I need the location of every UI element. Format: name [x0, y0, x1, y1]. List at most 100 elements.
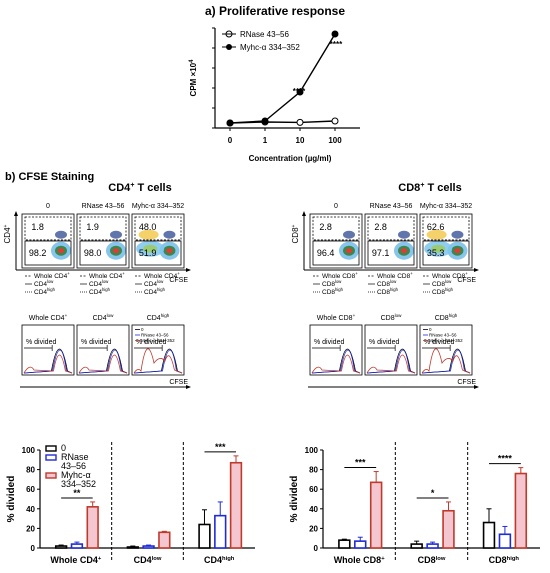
hist-curve-myhc	[366, 354, 416, 374]
gate-legend-label-main: Whole CD4	[144, 273, 178, 280]
hist-x-arrowhead	[474, 385, 479, 389]
gate-legend-label: Whole CD4+	[144, 271, 180, 280]
cd8-title-main: CD8	[398, 182, 420, 194]
panel-b-title: b) CFSE Staining	[5, 171, 94, 183]
bar-y-tick-label: 20	[26, 524, 35, 533]
gate-legend-label: Whole CD8+	[377, 271, 413, 280]
hist-x-label: CFSE	[457, 379, 476, 386]
hist-divided-label: % divided	[81, 339, 111, 346]
flow-x-arrowhead	[186, 268, 191, 272]
flow-density-upper	[110, 230, 122, 239]
bar-group-label-main: Whole CD8	[334, 555, 382, 565]
hist-divided-label: % divided	[424, 339, 454, 346]
flow-value-low: 51.9	[139, 248, 157, 258]
hist-frame	[21, 324, 75, 376]
gate-legend-label: Whole CD4+	[34, 271, 70, 280]
hist-curve-0	[311, 348, 361, 374]
gate-legend-label-sup: low	[157, 279, 164, 284]
bar-group-label-sup: +	[381, 556, 385, 562]
flow-density-upper	[163, 230, 176, 239]
bar-group-label-sup: high	[222, 556, 235, 562]
hist-title-sup: high	[449, 313, 458, 318]
flow-header: 0	[46, 203, 50, 210]
gate-legend-label-sup: low	[102, 279, 109, 284]
bar-group-label: CD4high	[204, 555, 235, 565]
flow-value-high: 1.8	[31, 222, 44, 232]
hist-curve-myhc	[421, 348, 471, 374]
sig-label: *	[431, 488, 435, 498]
gate-legend-label-main: CD8	[377, 289, 390, 296]
hist-title: CD8low	[381, 313, 403, 322]
bar-2-1	[214, 514, 227, 549]
hist-title: CD8high	[435, 313, 458, 322]
hist-frame	[364, 324, 418, 376]
bar-y-tick-label: 80	[26, 466, 35, 475]
gate-legend-label: Whole CD8+	[322, 271, 358, 280]
bar-y-tick-label: 0	[31, 544, 36, 553]
hist-title-sup: +	[65, 313, 68, 318]
line-point-rnase	[296, 118, 304, 126]
flow-value-high: 2.8	[319, 222, 332, 232]
hist-title-sup: low	[395, 313, 403, 318]
flow-value-low: 98.2	[29, 248, 47, 258]
flow-header: Myhc-α 334–352	[420, 203, 472, 210]
gate-legend-label-sup: low	[445, 279, 452, 284]
gate-legend-label-sup: +	[355, 271, 358, 276]
bar-group-label: CD8high	[489, 555, 520, 565]
flow-y-arrowhead	[302, 211, 306, 216]
line-y-label-exp: 4	[189, 59, 195, 63]
gate-legend-label: CD8high	[322, 287, 344, 296]
flow-y-arrowhead	[14, 211, 18, 216]
flow-y-label-sup: +	[291, 224, 297, 227]
line-y-label: CPM ×104	[189, 59, 198, 97]
gate-legend-label-sup: +	[465, 271, 468, 276]
gate-legend-label-sup: low	[47, 279, 54, 284]
legend-filled-label: Myhc-α 334–352	[240, 43, 300, 52]
bar-group-label: Whole CD4+	[50, 555, 102, 565]
flow-y-label: CD4+	[3, 224, 12, 243]
hist-curve-0	[366, 348, 416, 374]
hist-legend-label: 0	[141, 327, 144, 332]
flow-value-high: 1.9	[86, 222, 99, 232]
hist-legend-label: Myhc-α 334–352	[141, 338, 175, 343]
bar-0-1	[354, 540, 367, 549]
hist-x-label: CFSE	[169, 379, 188, 386]
flow-density-upper	[55, 230, 67, 239]
hist-title-main: CD4	[93, 315, 107, 322]
cd4-title-main: CD4	[108, 182, 131, 194]
flow-y-label-main: CD4	[3, 227, 12, 244]
flow-density-core	[166, 248, 173, 254]
bar-y-tick-label: 100	[305, 446, 319, 455]
legend-open-label: RNase 43–56	[240, 30, 289, 39]
hist-curve-0	[23, 348, 73, 374]
gate-legend-label: CD8low	[322, 279, 342, 288]
hist-title-sup: high	[161, 313, 170, 318]
gate-legend-label: CD4high	[144, 287, 166, 296]
bar-legend-swatch-2	[45, 472, 57, 479]
line-x-tick-label: 1	[263, 136, 268, 145]
flow-value-high: 2.8	[374, 222, 387, 232]
bar-group-label: Whole CD8+	[334, 555, 386, 565]
hist-divided-label: % divided	[136, 339, 166, 346]
hist-divided-label: % divided	[314, 339, 344, 346]
bar-0-0	[338, 539, 351, 549]
gate-legend-label-main: CD4	[144, 289, 157, 296]
hist-title: Whole CD8+	[317, 313, 356, 322]
flow-y-label-main: CD8	[291, 227, 300, 244]
hist-frame	[131, 324, 185, 376]
gate-legend-label: Whole CD4+	[89, 271, 125, 280]
flow-value-low: 35.3	[427, 248, 445, 258]
hist-legend-label: RNase 43–56	[141, 333, 169, 338]
flow-header: Myhc-α 334–352	[132, 203, 184, 210]
flow-y-label: CD8+	[291, 224, 300, 243]
hist-title-main: CD8	[435, 315, 449, 322]
gate-legend-label-sup: high	[390, 287, 399, 292]
hist-title: Whole CD4+	[29, 313, 68, 322]
gate-legend-label-main: CD8	[432, 281, 445, 288]
bar-group-label-main: Whole CD4	[50, 555, 98, 565]
flow-density-upper	[451, 230, 464, 239]
flow-gate-high	[422, 216, 470, 241]
hist-divided-label: % divided	[26, 339, 56, 346]
bar-1-2	[158, 531, 171, 549]
